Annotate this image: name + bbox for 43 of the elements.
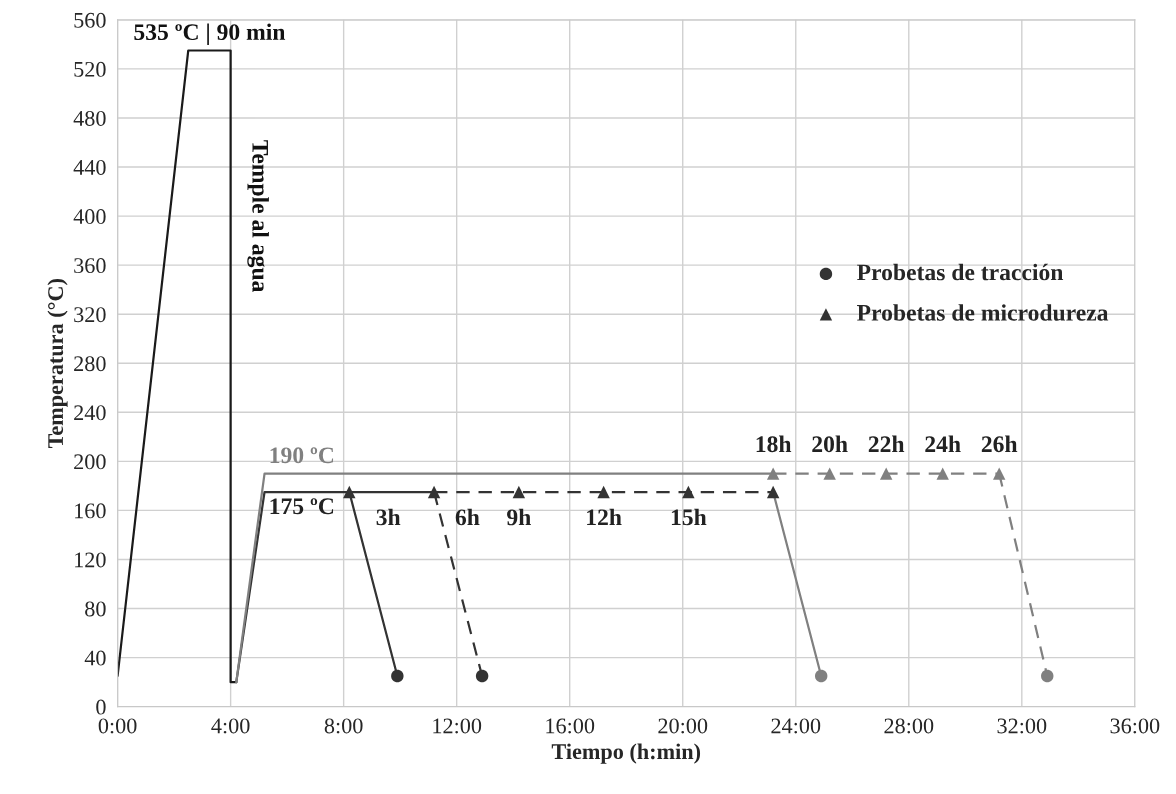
annotation: 20h [812, 435, 848, 453]
y-tick-label: 360 [74, 258, 106, 274]
x-tick-label: 20:00 [658, 718, 708, 734]
x-tick-label: 16:00 [546, 718, 595, 734]
x-tick-label: 32:00 [997, 718, 1047, 734]
x-tick-label: 24:00 [771, 718, 821, 734]
annotation: 18h [756, 435, 792, 453]
y-tick-label: 120 [75, 552, 106, 568]
annotation: 22h [868, 435, 905, 452]
y-tick-label: 240 [74, 405, 106, 421]
y-tick-label: 560 [74, 12, 106, 28]
annotation: 15h [671, 508, 707, 526]
y-tick-label: 280 [74, 356, 106, 372]
y-tick-label: 200 [74, 454, 106, 470]
legend-label: Probetas de microdureza [857, 304, 1109, 321]
y-tick-label: 320 [74, 307, 106, 323]
y-tick-label: 0 [96, 699, 106, 715]
annotation: 12h [587, 508, 622, 526]
y-tick-label: 160 [75, 503, 106, 519]
legend-label: Probetas de tracción [857, 263, 1064, 281]
x-tick-label: 36:00 [1110, 718, 1160, 734]
annotation: 9h [507, 508, 531, 526]
y-tick-label: 520 [74, 61, 106, 77]
annotation: Temple al agua [247, 140, 269, 293]
y-tick-label: 400 [73, 209, 106, 225]
y-tick-label: 80 [85, 601, 106, 617]
x-tick-label: 12:00 [433, 718, 482, 734]
y-tick-label: 480 [73, 110, 106, 126]
annotation: 3h [376, 508, 401, 526]
annotation: 175 ºC [270, 498, 334, 515]
y-tick-label: 440 [73, 159, 106, 175]
annotation: 24h [925, 435, 961, 452]
x-tick-label: 8:00 [324, 718, 363, 734]
annotation: 535 ºC | 90 min [134, 23, 286, 45]
x-tick-label: 28:00 [884, 718, 934, 734]
y-axis-title: Temperatura (°C) [47, 279, 68, 449]
annotation: 26h [981, 435, 1018, 453]
x-tick-label: 4:00 [211, 718, 250, 734]
y-tick-label: 40 [84, 650, 106, 666]
x-tick-label: 0:00 [98, 718, 137, 734]
x-axis-title: Tiempo (h:min) [551, 743, 701, 764]
annotation: 6h [455, 508, 480, 526]
annotation: 190 ºC [270, 447, 334, 464]
